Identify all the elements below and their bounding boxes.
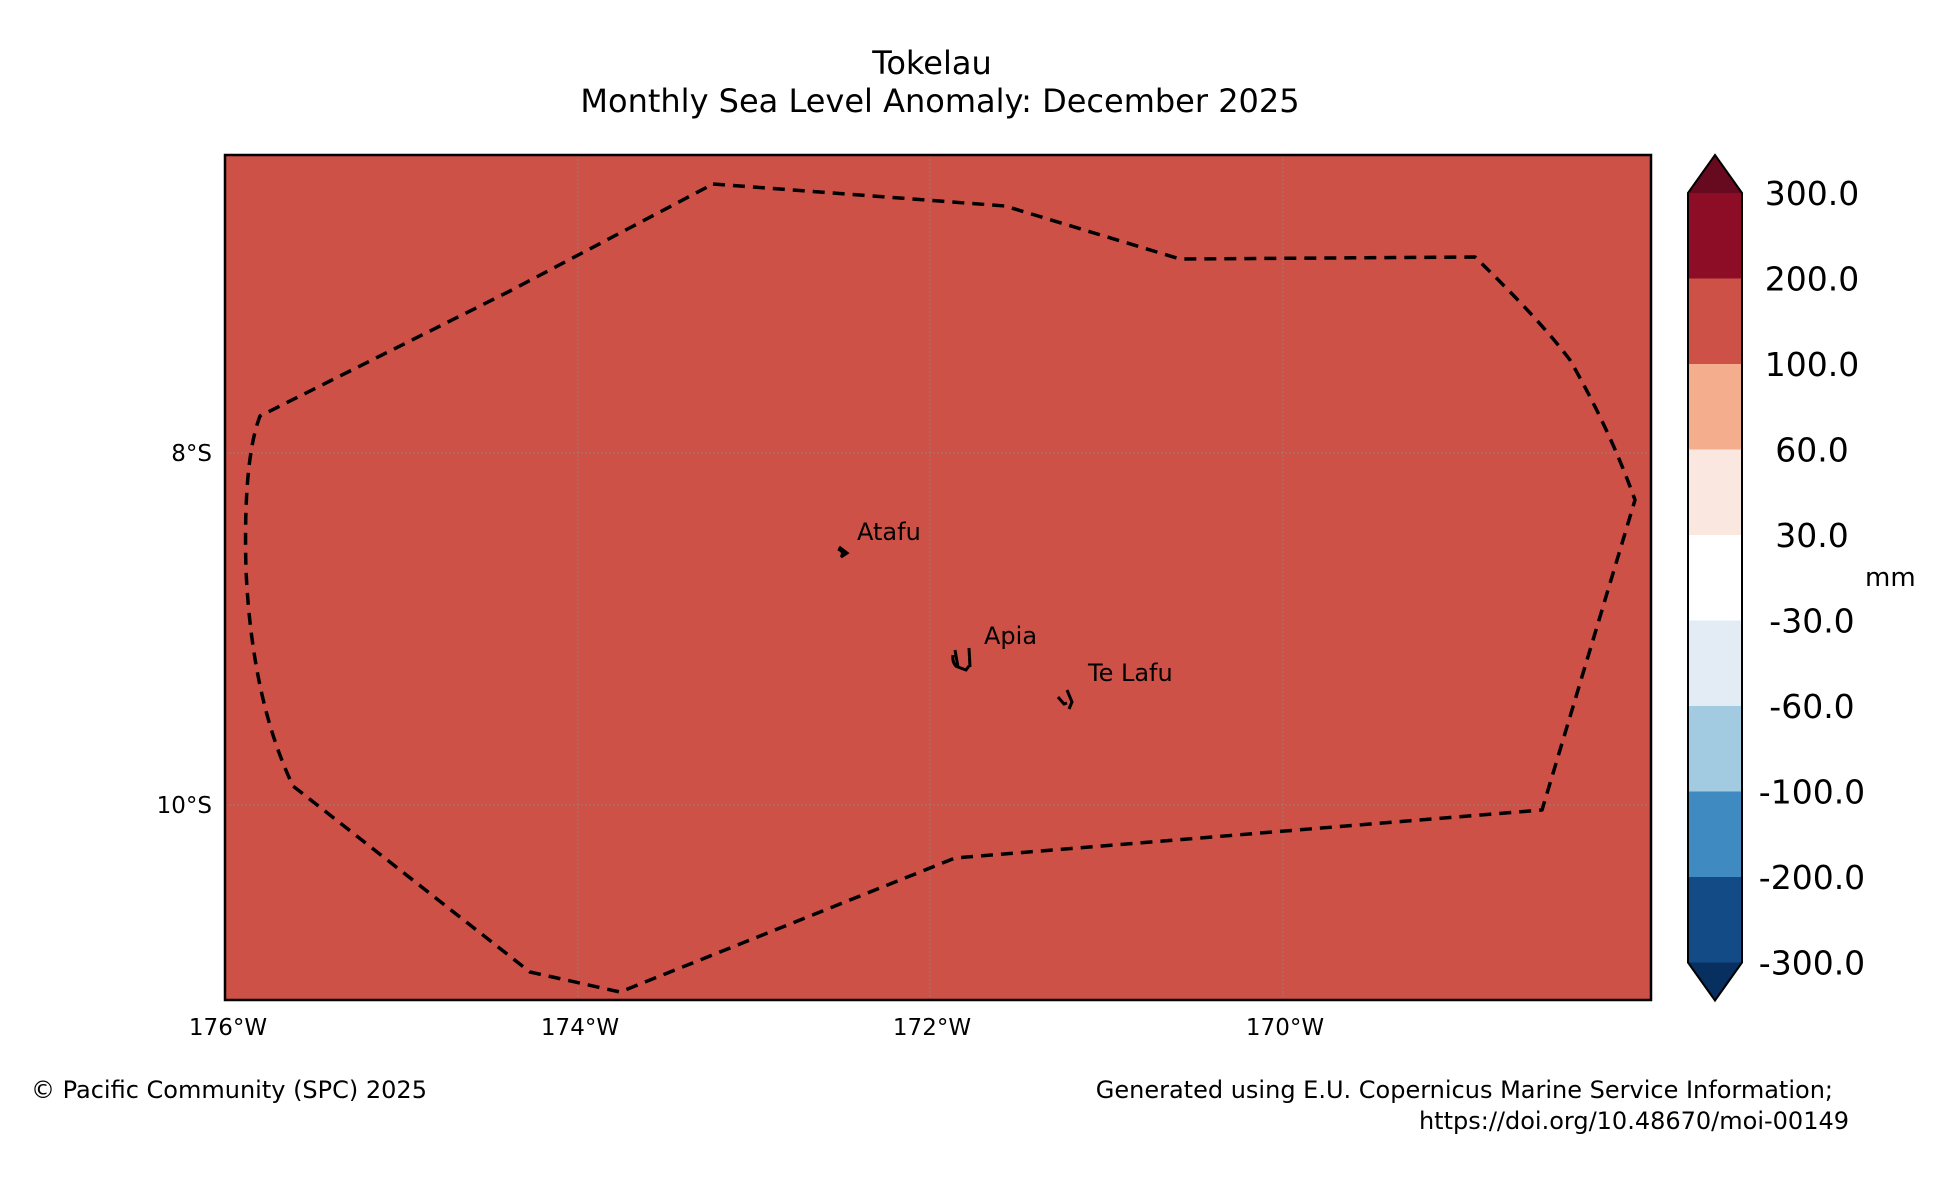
figure-title: Tokelau <box>871 44 992 82</box>
colorbar-segment <box>1688 535 1742 622</box>
colorbar-level-300: 300.0 <box>1765 174 1859 213</box>
map-frame <box>223 153 1653 1002</box>
te-lafu-island <box>1056 689 1074 710</box>
place-label-apia: Apia <box>984 622 1037 650</box>
colorbar-segment <box>1688 449 1742 536</box>
colorbar-segment <box>1688 278 1742 365</box>
atafu-island <box>837 545 850 559</box>
map-background <box>225 155 1651 1000</box>
credit-text-line1: Generated using E.U. Copernicus Marine S… <box>1096 1076 1833 1104</box>
colorbar-segment <box>1688 193 1742 280</box>
lon-tick-174w: 174°W <box>541 1015 619 1041</box>
colorbar-segment <box>1688 791 1742 878</box>
colorbar-level-100: 100.0 <box>1765 345 1859 384</box>
colorbar-level-minus-300: -300.0 <box>1759 944 1865 983</box>
apia-island <box>951 647 972 672</box>
lat-tick-8s: 8°S <box>171 441 212 467</box>
colorbar-level-30: 30.0 <box>1775 516 1848 555</box>
colorbar-extend-bottom <box>1688 962 1742 1001</box>
lon-tick-176w: 176°W <box>189 1015 267 1041</box>
credit-text-line2: https://doi.org/10.48670/moi-00149 <box>1419 1107 1849 1135</box>
copyright-text: © Pacific Community (SPC) 2025 <box>31 1076 427 1104</box>
colorbar-unit: mm <box>1865 563 1916 593</box>
colorbar-segment <box>1688 706 1742 793</box>
colorbar-outline <box>1687 153 1743 1003</box>
colorbar-extend-top <box>1688 155 1742 193</box>
lat-tick-labels: 8°S 10°S <box>157 441 212 819</box>
colorbar-level-minus-60: -60.0 <box>1769 687 1854 726</box>
colorbar-segment <box>1688 877 1742 964</box>
place-label-atafu: Atafu <box>857 518 921 546</box>
gridlines <box>225 155 1651 1000</box>
colorbar-level-minus-100: -100.0 <box>1759 773 1865 812</box>
colorbar-level-60: 60.0 <box>1775 431 1848 470</box>
place-label-te-lafu: Te Lafu <box>1087 659 1173 687</box>
figure-subtitle: Monthly Sea Level Anomaly: December 2025 <box>580 82 1299 120</box>
colorbar: 300.0 200.0 100.0 60.0 30.0 -30.0 -60.0 … <box>1687 153 1916 1003</box>
lon-tick-labels: 176°W 174°W 172°W 170°W <box>189 1015 1324 1041</box>
eez-boundary <box>243 182 1637 994</box>
colorbar-level-minus-200: -200.0 <box>1759 858 1865 897</box>
colorbar-level-200: 200.0 <box>1765 260 1859 299</box>
lat-tick-10s: 10°S <box>157 793 212 819</box>
lon-tick-172w: 172°W <box>893 1015 971 1041</box>
colorbar-level-minus-30: -30.0 <box>1769 602 1854 641</box>
colorbar-segment <box>1688 364 1742 451</box>
colorbar-labels: 300.0 200.0 100.0 60.0 30.0 -30.0 -60.0 … <box>1759 174 1865 983</box>
colorbar-segment <box>1688 620 1742 707</box>
map-panel: Atafu Apia Te Lafu <box>223 153 1653 1002</box>
lon-tick-170w: 170°W <box>1246 1015 1324 1041</box>
colorbar-segments <box>1687 153 1743 1003</box>
